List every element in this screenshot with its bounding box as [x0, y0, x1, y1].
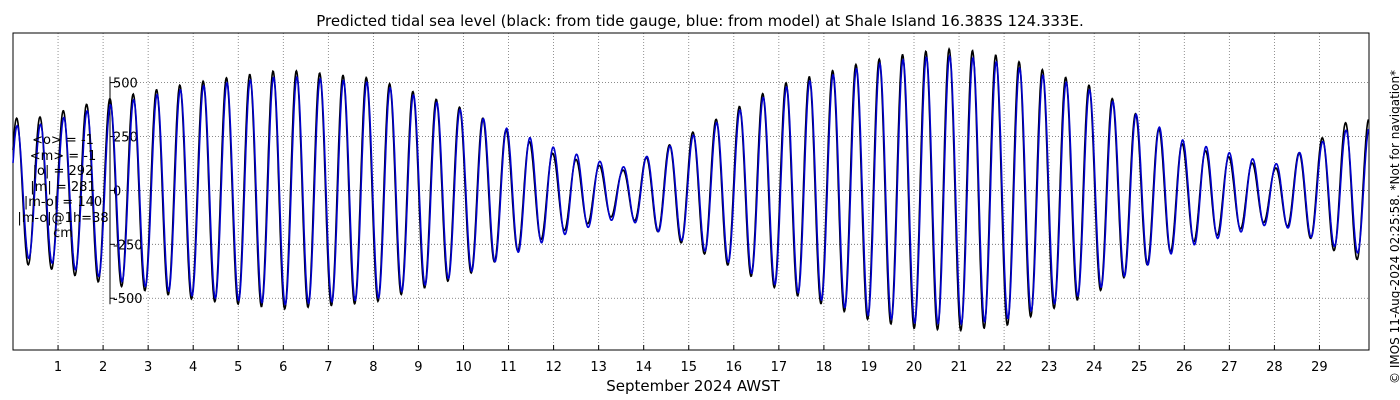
stat-abs-model: |m| = 281: [30, 179, 96, 195]
x-tick-label: 27: [1221, 360, 1238, 375]
x-tick-label: 19: [861, 360, 878, 375]
chart-title: Predicted tidal sea level (black: from t…: [316, 12, 1083, 30]
series-line-model: [12, 54, 1370, 326]
x-tick-label: 22: [996, 360, 1013, 375]
plot-frame: [12, 32, 1370, 351]
copyright-notice: © IMOS 11-Aug-2024 02:25:58. *Not for na…: [1388, 69, 1400, 384]
x-tick-label: 1: [54, 360, 62, 375]
y-tick-label: 500: [113, 77, 138, 92]
x-tick-label: 7: [324, 360, 332, 375]
y-axis: 500 250 0 -250 -500: [109, 76, 143, 307]
x-tick-label: 23: [1041, 360, 1058, 375]
x-tick-label: 4: [189, 360, 197, 375]
y-tick-label: 250: [113, 131, 138, 146]
x-tick-label: 13: [590, 360, 607, 375]
stat-abs-diff-1h: |m-o|@1h=38: [17, 210, 109, 226]
y-tick-label: 0: [113, 184, 121, 199]
x-tick-label: 29: [1311, 360, 1328, 375]
x-tick-label: 5: [234, 360, 242, 375]
stat-abs-observed: |o| = 292: [32, 164, 94, 179]
x-tick-label: 12: [545, 360, 562, 375]
x-tick-label: 8: [369, 360, 377, 375]
stat-mean-model: <m> = -1: [29, 148, 97, 164]
stat-mean-observed: <o> = -1: [32, 133, 94, 148]
x-tick-label: 16: [726, 360, 743, 375]
x-tick-label: 25: [1131, 360, 1148, 375]
y-tick-label: -500: [113, 292, 143, 307]
x-tick-label: 2: [99, 360, 107, 375]
x-tick-label: 18: [816, 360, 833, 375]
x-tick-label: 3: [144, 360, 152, 375]
y-tick-label: -250: [113, 238, 143, 253]
statistics-panel: <o> = -1 <m> = -1 |o| = 292 |m| = 281 |m…: [8, 133, 118, 242]
x-axis: 1 2 3 4 5 6 7 8 9 10 11 12 13 14 15 16 17 18 19 20 21 22 23 24 2…: [54, 345, 1328, 375]
x-tick-label: 21: [951, 360, 968, 375]
series-lines: [12, 46, 1370, 333]
x-tick-label: 17: [771, 360, 788, 375]
stat-unit: cm: [53, 226, 73, 241]
x-tick-label: 14: [635, 360, 652, 375]
x-tick-label: 9: [414, 360, 422, 375]
x-tick-label: 11: [500, 360, 517, 375]
x-tick-label: 26: [1176, 360, 1193, 375]
x-tick-label: 20: [906, 360, 923, 375]
x-tick-label: 28: [1266, 360, 1283, 375]
x-tick-label: 10: [455, 360, 472, 375]
stat-abs-diff: |m-o| = 140: [23, 195, 103, 210]
x-tick-label: 6: [279, 360, 287, 375]
x-tick-label: 15: [680, 360, 697, 375]
x-tick-label: 24: [1086, 360, 1103, 375]
x-axis-label: September 2024 AWST: [606, 377, 780, 395]
grid: [57, 33, 1369, 350]
